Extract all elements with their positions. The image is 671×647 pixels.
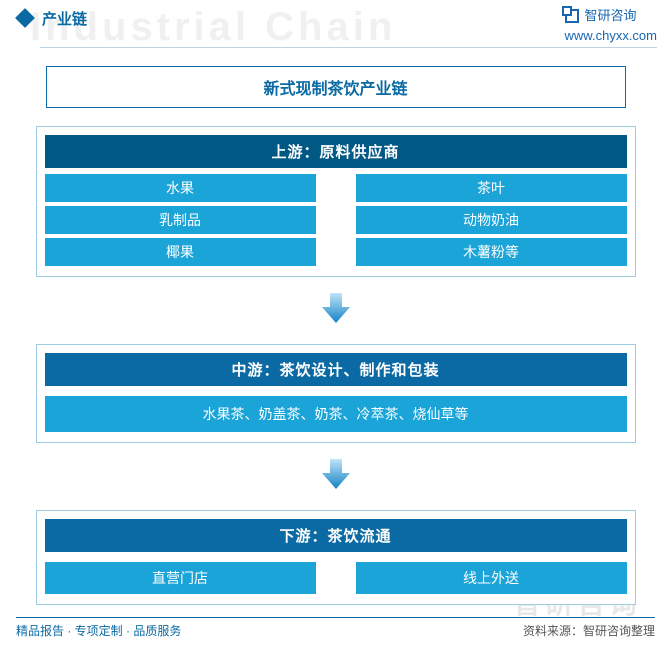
upstream-cell: 茶叶 <box>356 174 627 202</box>
upstream-cell: 水果 <box>45 174 316 202</box>
page-footer: 精品报告 · 专项定制 · 品质服务 资料来源：智研咨询整理 <box>0 617 671 639</box>
brand-block: 智研咨询 www.chyxx.com <box>565 6 657 45</box>
upstream-cell: 椰果 <box>45 238 316 266</box>
arrow-2 <box>0 455 671 496</box>
upstream-header: 上游：原料供应商 <box>45 135 627 168</box>
midstream-section: 中游：茶饮设计、制作和包装 水果茶、奶盖茶、奶茶、冷萃茶、烧仙草等 <box>36 344 636 443</box>
header-divider <box>40 47 657 48</box>
footer-divider <box>16 617 655 618</box>
downstream-grid: 直营门店 线上外送 <box>45 562 627 594</box>
diagram-title: 新式现制茶饮产业链 <box>46 66 626 108</box>
upstream-section: 上游：原料供应商 水果 茶叶 乳制品 动物奶油 椰果 木薯粉等 <box>36 126 636 277</box>
midstream-body: 水果茶、奶盖茶、奶茶、冷萃茶、烧仙草等 <box>45 396 627 432</box>
upstream-grid: 水果 茶叶 乳制品 动物奶油 椰果 木薯粉等 <box>45 174 627 266</box>
upstream-cell: 动物奶油 <box>356 206 627 234</box>
downstream-section: 下游：茶饮流通 直营门店 线上外送 <box>36 510 636 605</box>
brand-logo-icon <box>565 9 579 23</box>
upstream-cell: 木薯粉等 <box>356 238 627 266</box>
brand-name: 智研咨询 <box>585 6 637 26</box>
midstream-header: 中游：茶饮设计、制作和包装 <box>45 353 627 386</box>
footer-right: 资料来源：智研咨询整理 <box>523 622 655 639</box>
section-label: 产业链 <box>42 8 87 29</box>
diamond-icon <box>15 8 35 28</box>
brand-url: www.chyxx.com <box>565 26 657 46</box>
arrow-down-icon <box>318 289 354 325</box>
upstream-cell: 乳制品 <box>45 206 316 234</box>
arrow-1 <box>0 289 671 330</box>
downstream-cell: 直营门店 <box>45 562 316 594</box>
downstream-cell: 线上外送 <box>356 562 627 594</box>
arrow-down-icon <box>318 455 354 491</box>
page-header: 产业链 智研咨询 www.chyxx.com <box>0 0 671 47</box>
downstream-header: 下游：茶饮流通 <box>45 519 627 552</box>
footer-left: 精品报告 · 专项定制 · 品质服务 <box>16 622 181 639</box>
